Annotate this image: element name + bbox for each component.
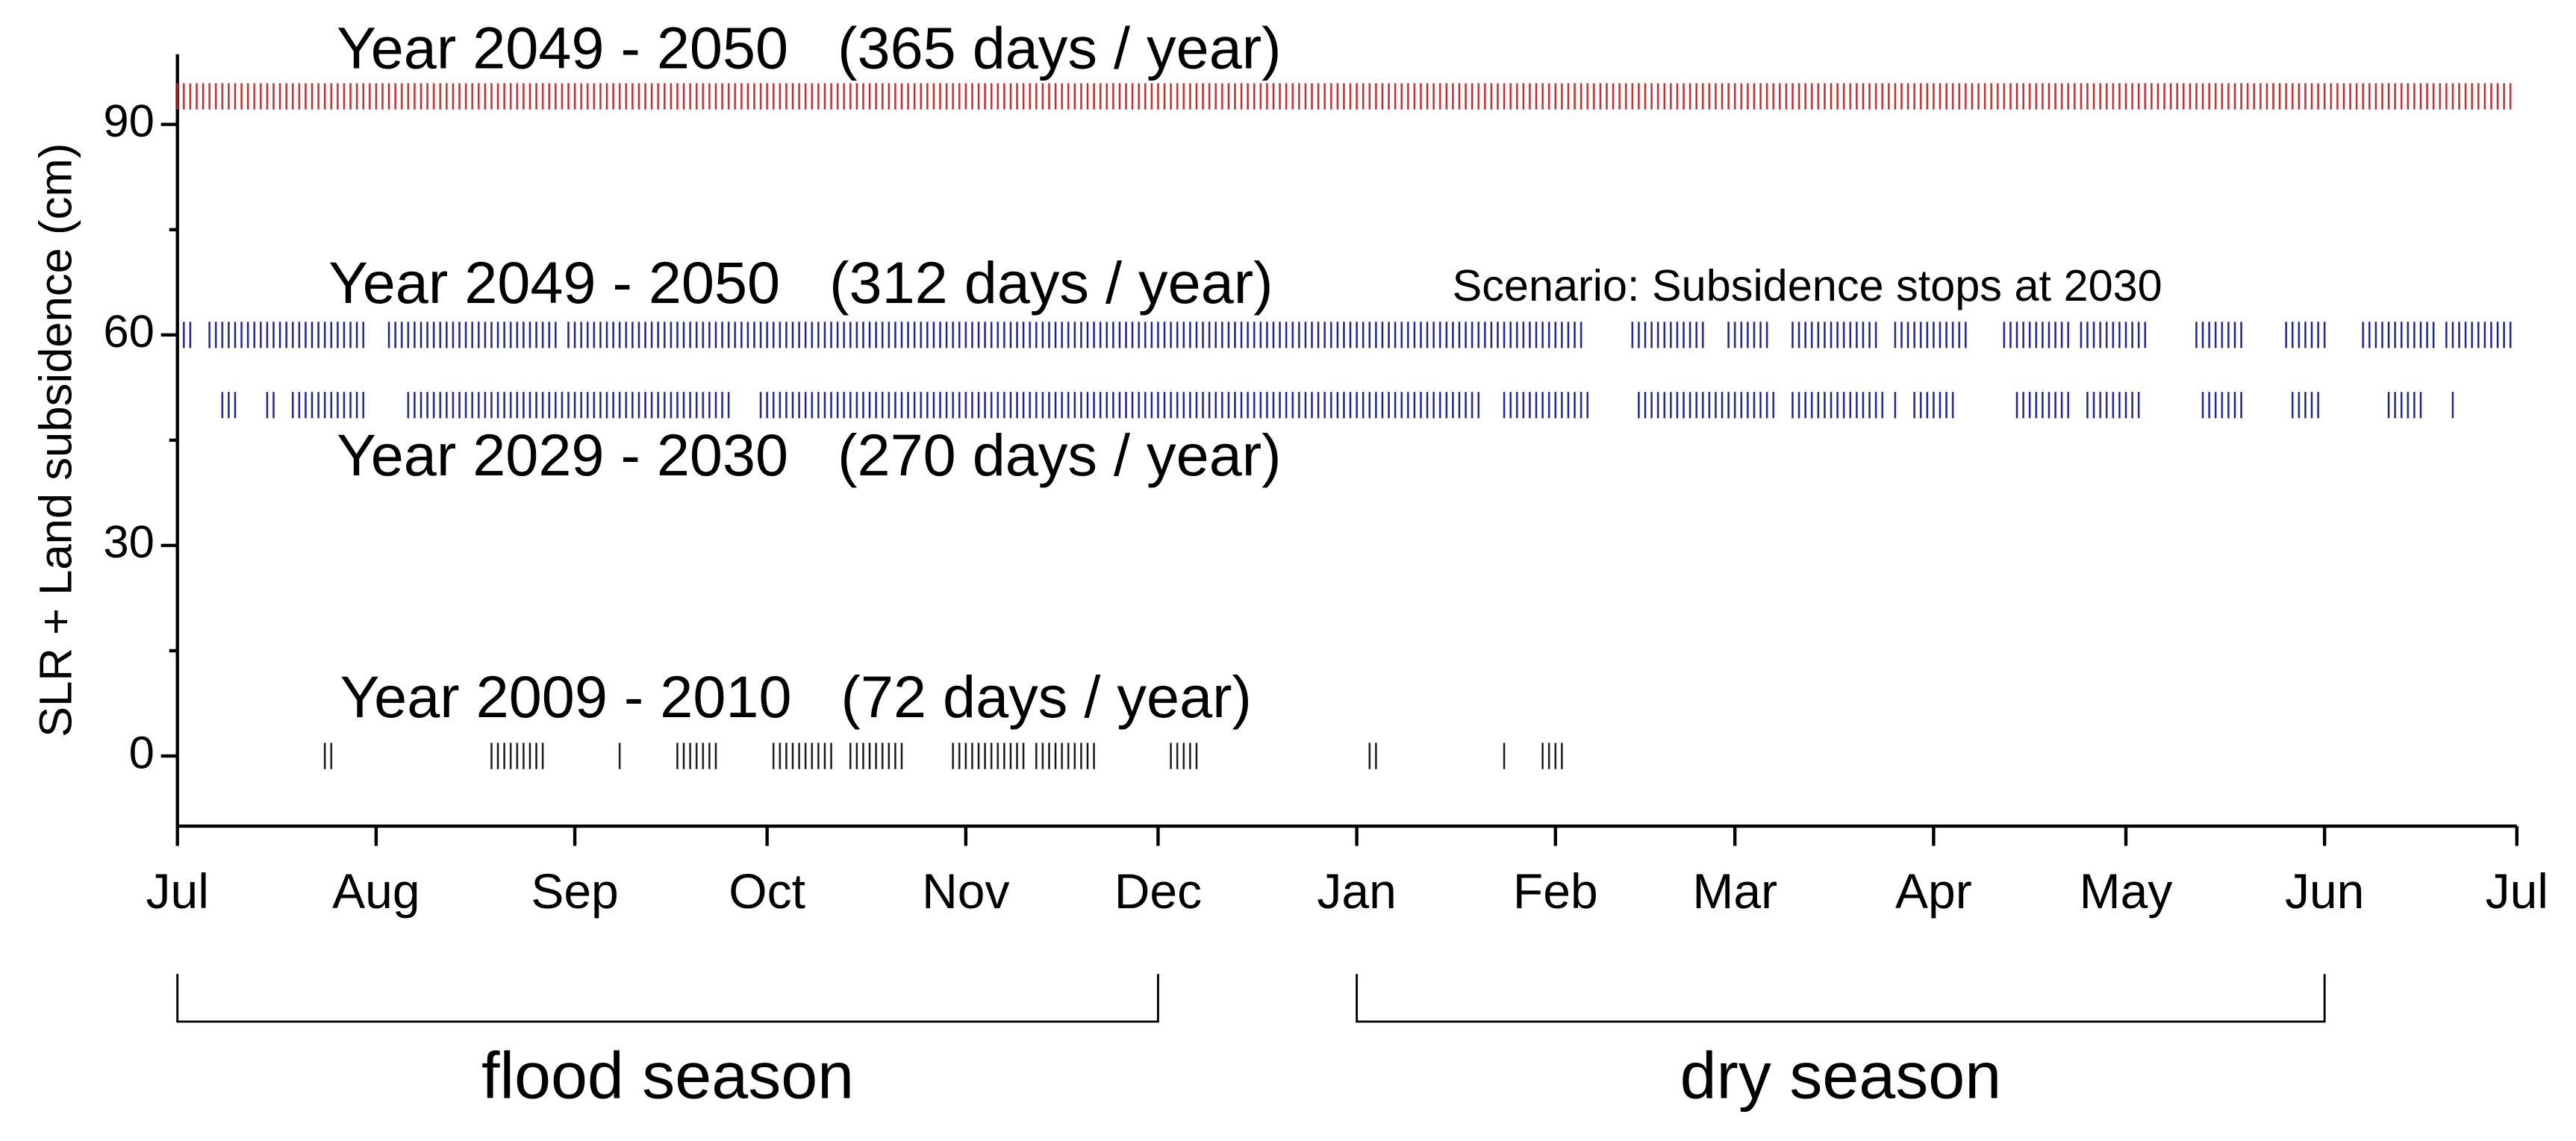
y-axis-label: SLR + Land subsidence (cm) xyxy=(31,143,82,737)
flood-days xyxy=(289,392,367,419)
flood-days xyxy=(2199,392,2245,419)
y-tick-label: 90 xyxy=(103,96,155,147)
x-tick-label: Apr xyxy=(1895,863,1972,919)
annotation: Scenario: Subsidence stops at 2030 xyxy=(1453,260,2162,310)
flood-days xyxy=(1366,743,1379,769)
flood-days xyxy=(1032,743,1097,769)
flood-days xyxy=(1635,392,1726,419)
y-tick-label: 0 xyxy=(129,727,155,778)
flood-days xyxy=(1789,392,1886,419)
flood-days xyxy=(2289,392,2321,419)
x-tick-label: May xyxy=(2080,863,2173,919)
flood-days xyxy=(770,743,835,769)
flood-days xyxy=(206,322,367,348)
flood-days xyxy=(1725,392,1777,419)
x-tick-label: Jul xyxy=(2486,863,2548,919)
flood-days xyxy=(1629,322,1706,348)
flood-days xyxy=(674,743,720,769)
series-label: Year 2029 - 2030 (270 days / year) xyxy=(337,422,1281,488)
flood-days xyxy=(321,743,335,769)
flood-days xyxy=(949,743,1027,769)
x-tick-label: Feb xyxy=(1513,863,1598,919)
flood-days xyxy=(2443,322,2514,348)
x-tick-label: Aug xyxy=(332,863,420,919)
flood-days xyxy=(2013,392,2072,419)
flood-days xyxy=(174,83,2514,110)
series-label: Year 2009 - 2010 (72 days / year) xyxy=(340,663,1252,730)
flood-days xyxy=(2449,392,2457,419)
x-tick-label: Jun xyxy=(2285,863,2364,919)
flood-days xyxy=(1500,392,1591,419)
flood-days xyxy=(2360,322,2437,348)
x-tick-label: Mar xyxy=(1692,863,1777,919)
series-label: Year 2049 - 2050 (312 days / year) xyxy=(328,249,1273,316)
flood-days xyxy=(2283,322,2328,348)
season-bracket xyxy=(1356,974,2326,1023)
x-tick-label: Jul xyxy=(146,863,209,919)
flood-days xyxy=(565,322,1585,348)
flood-days xyxy=(405,392,732,419)
flood-days xyxy=(616,743,623,769)
series-label: Year 2049 - 2050 (365 days / year) xyxy=(337,14,1281,81)
flood-days xyxy=(385,322,559,348)
y-tick-label: 30 xyxy=(103,516,155,568)
flood-days xyxy=(1789,322,1880,348)
flood-days xyxy=(846,743,905,769)
x-tick-label: Oct xyxy=(729,863,805,919)
flood-days xyxy=(488,743,546,769)
x-tick-label: Jan xyxy=(1317,863,1396,919)
flood-days xyxy=(2385,392,2424,419)
flood-days xyxy=(263,392,277,419)
season-label: dry season xyxy=(1680,1038,2002,1112)
flood-days xyxy=(1539,743,1565,769)
flood-days xyxy=(2000,322,2072,348)
flood-days xyxy=(2077,322,2149,348)
flood-days xyxy=(1911,392,1956,419)
y-tick-label: 60 xyxy=(103,306,155,357)
flood-days xyxy=(1892,322,1969,348)
season-label: flood season xyxy=(481,1038,854,1112)
x-tick-label: Dec xyxy=(1114,863,1202,919)
season-bracket xyxy=(176,974,1159,1023)
flood-days xyxy=(1892,392,1899,419)
flood-days xyxy=(757,392,1482,419)
flood-days xyxy=(180,322,194,348)
x-tick-label: Sep xyxy=(531,863,618,919)
x-tick-label: Nov xyxy=(922,863,1009,919)
flood-days xyxy=(2193,322,2245,348)
flood-days xyxy=(1167,743,1200,769)
flood-days xyxy=(1500,743,1508,769)
flood-days xyxy=(1725,322,1771,348)
flood-days xyxy=(219,392,239,419)
flood-days xyxy=(2084,392,2142,419)
